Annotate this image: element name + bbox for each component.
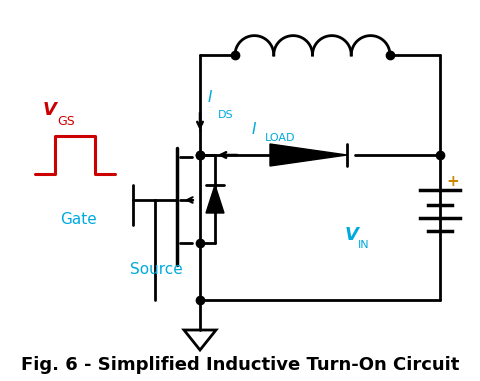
Text: Source: Source bbox=[130, 263, 182, 277]
Text: +: + bbox=[445, 174, 458, 189]
Text: V: V bbox=[43, 101, 57, 119]
Text: I: I bbox=[207, 90, 212, 105]
Text: I: I bbox=[252, 122, 256, 137]
Text: Fig. 6 - Simplified Inductive Turn-On Circuit: Fig. 6 - Simplified Inductive Turn-On Ci… bbox=[21, 356, 459, 374]
Polygon shape bbox=[205, 185, 224, 213]
Text: Gate: Gate bbox=[60, 213, 96, 227]
Polygon shape bbox=[269, 144, 346, 166]
Text: GS: GS bbox=[57, 115, 74, 128]
Text: DS: DS bbox=[217, 110, 233, 120]
Text: LOAD: LOAD bbox=[264, 133, 295, 143]
Text: V: V bbox=[344, 226, 358, 244]
Text: IN: IN bbox=[357, 240, 369, 250]
